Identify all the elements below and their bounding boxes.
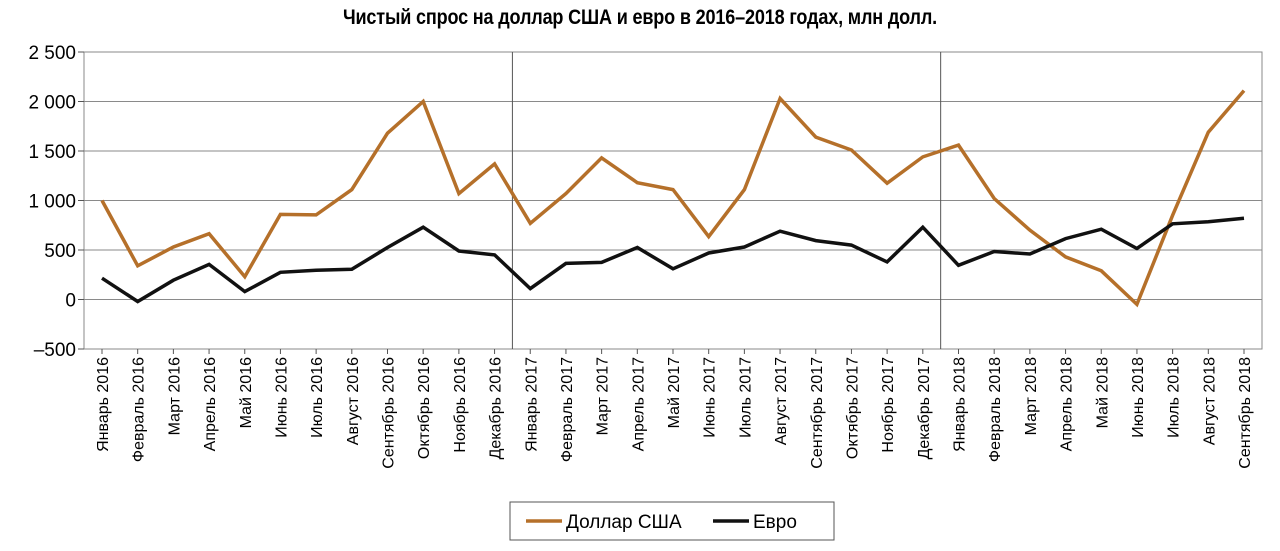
- y-tick-label: 1 500: [28, 142, 76, 163]
- x-axis-ticks: Январь 2016 Февраль 2016 Март 2016 Апрель 2…: [95, 349, 1254, 469]
- x-tick-label: Март 2018: [1023, 357, 1040, 435]
- y-tick-label: –500: [34, 340, 76, 361]
- x-tick-label: Апрель 2017: [630, 357, 647, 451]
- chart-title: Чистый спрос на доллар США и евро в 2016…: [342, 6, 938, 29]
- x-tick-label: Май 2018: [1094, 357, 1111, 428]
- x-tick-label: Июль 2017: [737, 357, 754, 438]
- x-tick-label: Сентябрь 2016: [381, 357, 398, 469]
- x-tick-label: Январь 2017: [523, 357, 540, 452]
- y-tick-label: 500: [44, 241, 76, 262]
- x-tick-label: Август 2018: [1201, 357, 1218, 445]
- y-tick-label: 0: [65, 291, 76, 312]
- x-tick-label: Февраль 2016: [131, 357, 148, 462]
- x-tick-label: Июль 2018: [1166, 357, 1183, 438]
- legend-label-eur: Евро: [753, 512, 797, 533]
- legend-frame: [509, 501, 835, 541]
- series-line-eur: [101, 216, 1245, 304]
- x-tick-label: Апрель 2016: [202, 357, 219, 451]
- x-tick-label: Август 2017: [773, 357, 790, 445]
- x-tick-label: Апрель 2018: [1059, 357, 1076, 451]
- x-tick-label: Август 2016: [345, 357, 362, 445]
- y-tick-label: 2 000: [28, 93, 76, 114]
- x-tick-label: Декабрь 2017: [916, 357, 933, 460]
- y-tick-label: 2 500: [28, 43, 76, 64]
- x-tick-label: Май 2017: [666, 357, 683, 428]
- x-tick-label: Январь 2018: [952, 357, 969, 452]
- y-tick-label: 1 000: [28, 192, 76, 213]
- x-tick-label: Май 2016: [238, 357, 255, 428]
- series-lines: [100, 89, 1246, 308]
- x-tick-label: Сентябрь 2017: [809, 357, 826, 469]
- x-tick-label: Февраль 2017: [559, 357, 576, 462]
- x-tick-label: Сентябрь 2018: [1237, 357, 1254, 469]
- x-tick-label: Октябрь 2017: [844, 357, 861, 459]
- x-tick-label: Ноябрь 2016: [452, 357, 469, 453]
- series-line-usd: [100, 89, 1246, 308]
- x-tick-label: Июль 2016: [309, 357, 326, 438]
- x-tick-label: Декабрь 2016: [488, 357, 505, 460]
- x-tick-label: Июнь 2017: [702, 357, 719, 438]
- year-separators: [511, 52, 942, 349]
- y-axis-ticks: –500 0 500 1 000 1 500 2 000 2 500: [28, 43, 84, 361]
- x-tick-label: Октябрь 2016: [416, 357, 433, 459]
- x-tick-label: Март 2016: [166, 357, 183, 435]
- legend: Доллар США Евро: [509, 501, 835, 541]
- x-tick-label: Ноябрь 2017: [880, 357, 897, 453]
- x-tick-label: Январь 2016: [95, 357, 112, 452]
- gridlines: [84, 101, 1262, 300]
- x-tick-label: Март 2017: [595, 357, 612, 435]
- x-tick-label: Июнь 2016: [273, 357, 290, 438]
- x-tick-label: Февраль 2018: [987, 357, 1004, 462]
- x-tick-label: Июнь 2018: [1130, 357, 1147, 438]
- legend-label-usd: Доллар США: [566, 512, 682, 533]
